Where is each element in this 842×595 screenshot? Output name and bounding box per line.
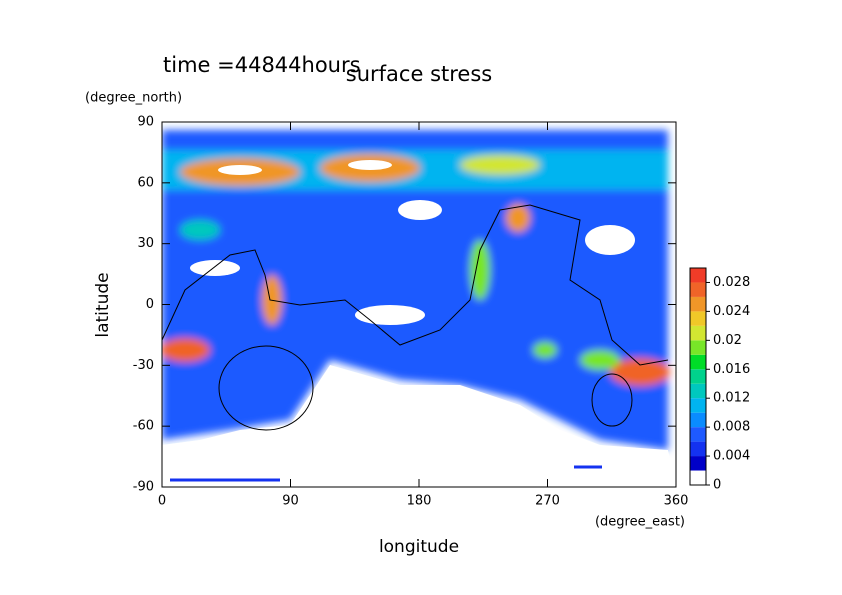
x-unit: (degree_east) [595, 515, 685, 530]
colorbar-band [690, 311, 706, 326]
colorbar-band [690, 282, 706, 297]
colorbar-band [690, 325, 706, 341]
y-axis-label: latitude [93, 272, 113, 337]
colorbar-tick-label: 0.02 [713, 333, 742, 348]
colorbar-band [690, 470, 706, 485]
x-tick-label: 270 [535, 494, 560, 509]
x-tick-label: 360 [664, 494, 689, 509]
colorbar-band [690, 456, 706, 471]
y-tick-label: 0 [146, 297, 154, 312]
colorbar-tick-label: 0.028 [713, 275, 750, 290]
x-tick-label: 90 [282, 494, 299, 509]
colorbar-frame [689, 267, 707, 486]
colorbar-tick-label: 0.008 [713, 420, 750, 435]
contour-field [162, 130, 676, 487]
colorbar-tick-label: 0.004 [713, 449, 750, 464]
x-axis-label: longitude [379, 537, 459, 557]
x-tick-label: 0 [158, 494, 166, 509]
colorbar-tick-label: 0.016 [713, 362, 750, 377]
time-annotation: time =44844hours [163, 53, 361, 77]
colorbar-band [690, 354, 706, 370]
colorbar-tick-label: 0.024 [713, 304, 750, 319]
colorbar-tick-label: 0 [713, 478, 721, 493]
colorbar-band [690, 398, 706, 413]
colorbar-tick-label: 0.012 [713, 391, 750, 406]
y-tick-label: -90 [133, 480, 154, 495]
colorbar-band [690, 340, 706, 355]
colorbar-band [690, 383, 706, 399]
y-tick-label: 90 [137, 115, 154, 130]
colorbar-band [690, 296, 706, 312]
colorbar-band [690, 369, 706, 384]
colorbar-band [690, 268, 706, 283]
y-tick-label: -60 [133, 419, 154, 434]
y-tick-label: 30 [137, 236, 154, 251]
chart-title: surface stress [346, 62, 492, 86]
colorbar-band [690, 412, 706, 428]
x-tick-label: 180 [407, 494, 432, 509]
y-unit: (degree_north) [85, 91, 182, 106]
y-tick-label: -30 [133, 358, 154, 373]
colorbar-band [690, 441, 706, 457]
y-tick-label: 60 [137, 175, 154, 190]
colorbar-band [690, 427, 706, 442]
